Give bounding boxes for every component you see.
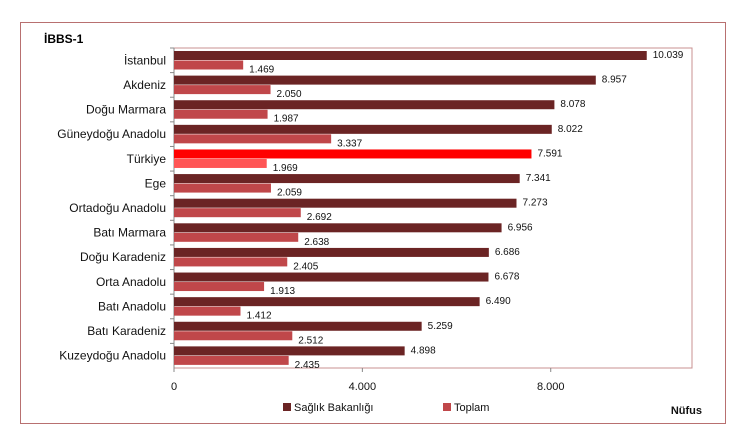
data-label: 7.591 <box>537 148 562 159</box>
bar-saglik-bakanligi <box>174 149 532 159</box>
data-label: 2.435 <box>295 360 320 371</box>
bar-toplam <box>174 109 268 119</box>
category-label: Kuzeydoğu Anadolu <box>59 349 166 363</box>
bar-toplam <box>174 282 265 292</box>
data-label: 1.469 <box>249 65 274 76</box>
data-label: 2.692 <box>307 212 332 223</box>
category-label: Batı Anadolu <box>98 299 166 313</box>
data-label: 6.678 <box>494 272 519 283</box>
data-label: 4.898 <box>411 345 436 356</box>
data-label: 6.490 <box>486 296 511 307</box>
category-label: Batı Marmara <box>93 226 166 240</box>
data-label: 1.969 <box>273 163 298 174</box>
data-label: 2.405 <box>293 261 318 272</box>
legend-swatch <box>283 403 291 411</box>
chart-title: İBBS-1 <box>44 31 84 46</box>
category-label: Doğu Karadeniz <box>80 250 166 264</box>
category-label: Orta Anadolu <box>96 275 166 289</box>
bar-toplam <box>174 134 332 144</box>
category-label: Türkiye <box>127 152 167 166</box>
bar-toplam <box>174 306 241 316</box>
bar-saglik-bakanligi <box>174 174 520 184</box>
data-label: 8.022 <box>558 124 583 135</box>
x-axis-label: Nüfus <box>671 405 702 417</box>
bar-toplam <box>174 355 289 365</box>
chart-frame <box>20 22 726 424</box>
bar-toplam <box>174 60 244 70</box>
data-label: 2.050 <box>277 89 302 100</box>
bar-saglik-bakanligi <box>174 297 480 307</box>
bar-saglik-bakanligi <box>174 124 552 134</box>
data-label: 6.686 <box>495 247 520 258</box>
bar-saglik-bakanligi <box>174 346 405 356</box>
category-label: Akdeniz <box>123 78 166 92</box>
data-label: 1.987 <box>274 114 299 125</box>
data-label: 7.273 <box>522 198 547 209</box>
bar-toplam <box>174 331 293 341</box>
bar-toplam <box>174 183 271 193</box>
bar-saglik-bakanligi <box>174 100 555 110</box>
category-label: İstanbul <box>124 53 166 67</box>
data-label: 2.059 <box>277 188 302 199</box>
bar-toplam <box>174 257 288 267</box>
data-label: 5.259 <box>428 321 453 332</box>
data-label: 8.957 <box>602 75 627 86</box>
bar-saglik-bakanligi <box>174 223 502 233</box>
x-tick-label: 8.000 <box>537 381 565 393</box>
category-label: Ortadoğu Anadolu <box>69 201 166 215</box>
bar-toplam <box>174 208 301 218</box>
category-label: Ege <box>145 176 167 190</box>
data-label: 1.412 <box>246 311 271 322</box>
bar-toplam <box>174 158 267 168</box>
bar-toplam <box>174 85 271 95</box>
data-label: 2.512 <box>298 335 323 346</box>
x-tick-label: 0 <box>171 381 177 393</box>
data-label: 7.341 <box>526 173 551 184</box>
x-tick-label: 4.000 <box>349 381 377 393</box>
bar-saglik-bakanligi <box>174 272 489 282</box>
legend-label: Sağlık Bakanlığı <box>294 402 374 414</box>
bar-saglik-bakanligi <box>174 75 596 85</box>
data-label: 1.913 <box>270 286 295 297</box>
legend-swatch <box>443 403 451 411</box>
bar-toplam <box>174 232 299 242</box>
bar-saglik-bakanligi <box>174 51 647 60</box>
data-label: 2.638 <box>304 237 329 248</box>
data-label: 3.337 <box>337 138 362 149</box>
bar-saglik-bakanligi <box>174 247 489 257</box>
category-label: Batı Karadeniz <box>87 324 166 338</box>
bar-saglik-bakanligi <box>174 198 517 208</box>
category-label: Güneydoğu Anadolu <box>57 127 166 141</box>
bar-saglik-bakanligi <box>174 321 422 331</box>
data-label: 8.078 <box>560 99 585 110</box>
data-label: 6.956 <box>508 222 533 233</box>
category-label: Doğu Marmara <box>86 103 166 117</box>
legend-label: Toplam <box>454 402 489 414</box>
data-label: 10.039 <box>653 50 684 61</box>
